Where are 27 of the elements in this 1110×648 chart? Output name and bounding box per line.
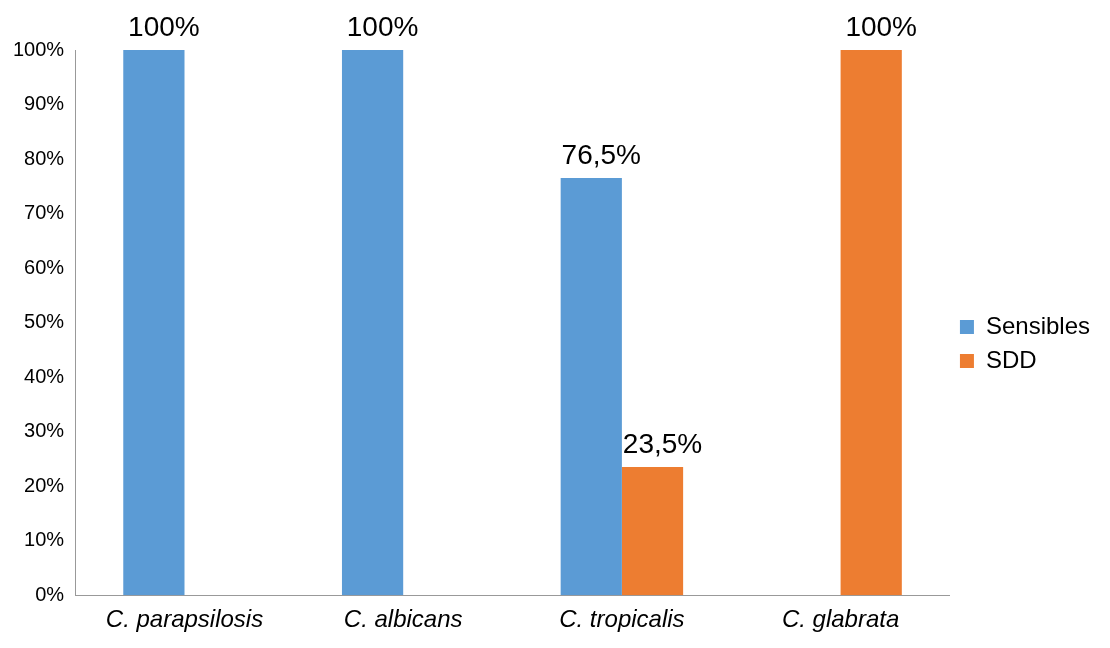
bar xyxy=(123,50,185,596)
x-tick-label: C. tropicalis xyxy=(559,605,685,633)
y-tick-label: 40% xyxy=(24,364,65,387)
y-tick-label: 70% xyxy=(24,201,65,224)
data-label: 23,5% xyxy=(622,427,703,459)
y-tick-label: 90% xyxy=(24,92,65,115)
y-tick-label: 0% xyxy=(35,582,65,605)
data-label: 100% xyxy=(845,10,918,42)
x-tick-label: C. glabrata xyxy=(781,605,900,633)
data-label: 76,5% xyxy=(561,138,641,170)
y-tick-label: 60% xyxy=(24,255,65,278)
y-tick-label: 10% xyxy=(24,528,65,551)
bar xyxy=(341,50,404,596)
data-label: 100% xyxy=(128,10,200,42)
bar xyxy=(560,178,622,596)
legend-label: Sensibles xyxy=(985,311,1090,339)
legend-label: SDD xyxy=(985,345,1037,373)
y-tick-label: 20% xyxy=(24,473,65,496)
x-tick-label: C. parapsilosis xyxy=(105,605,264,633)
y-tick-label: 30% xyxy=(24,419,65,442)
y-tick-label: 50% xyxy=(24,310,65,333)
data-label: 100% xyxy=(346,10,419,42)
bar xyxy=(840,50,902,596)
y-tick-label: 100% xyxy=(13,37,65,60)
y-tick-label: 80% xyxy=(24,146,65,169)
x-tick-label: C. albicans xyxy=(343,605,463,633)
bar xyxy=(621,467,684,596)
